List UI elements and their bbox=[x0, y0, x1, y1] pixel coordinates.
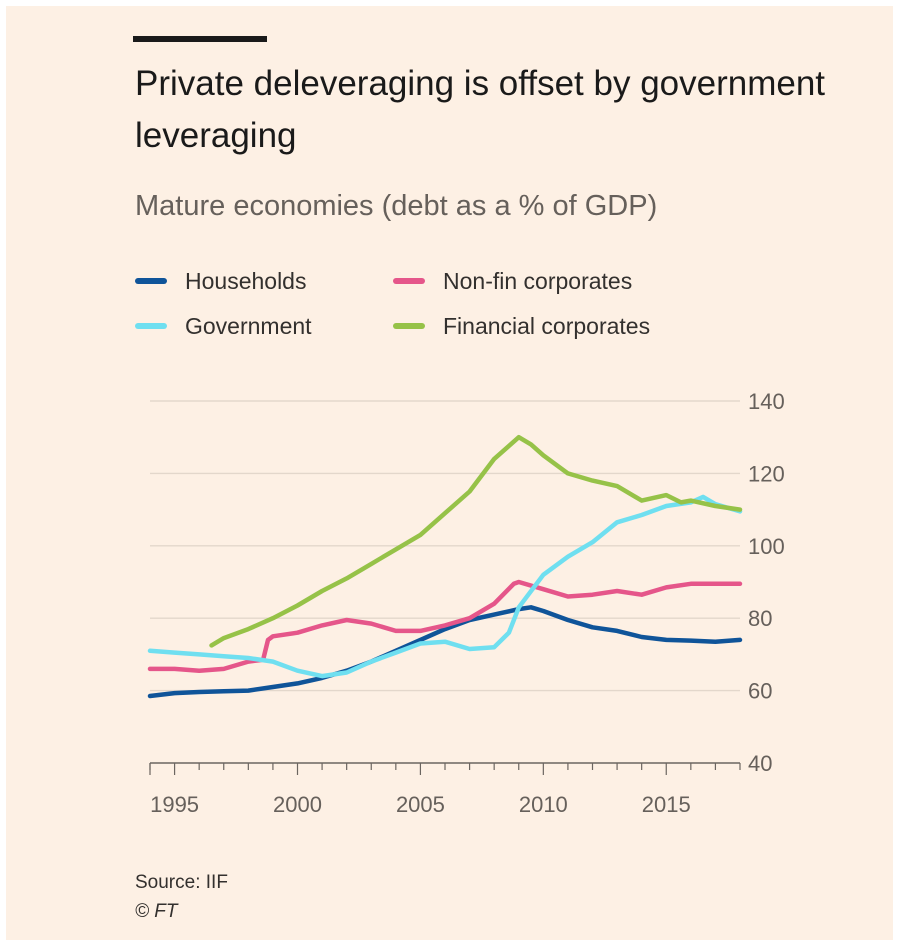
legend-swatch-financial-corporates bbox=[393, 323, 425, 329]
legend-swatch-households bbox=[135, 278, 167, 284]
y-tick-label-40: 40 bbox=[748, 751, 772, 776]
x-tick-label-2010: 2010 bbox=[519, 792, 568, 817]
x-tick-label-2015: 2015 bbox=[642, 792, 691, 817]
legend-item-households: Households bbox=[135, 266, 306, 296]
y-tick-label-140: 140 bbox=[748, 389, 785, 414]
title-rule bbox=[133, 36, 267, 42]
chart-subtitle: Mature economies (debt as a % of GDP) bbox=[135, 190, 658, 222]
series-line-financial-corporates bbox=[209, 434, 743, 648]
y-tick-label-100: 100 bbox=[748, 534, 785, 559]
copyright-note: © FT bbox=[135, 901, 178, 922]
x-tick-label-2005: 2005 bbox=[396, 792, 445, 817]
legend-item-financial-corporates: Financial corporates bbox=[393, 311, 650, 341]
source-note: Source: IIF bbox=[135, 872, 228, 893]
legend-label-financial-corporates: Financial corporates bbox=[443, 312, 651, 339]
chart-title: Private deleveraging is offset by govern… bbox=[135, 64, 826, 155]
legend-swatch-non-fin-corporates bbox=[393, 278, 425, 284]
series-line-government bbox=[147, 494, 743, 679]
legend-item-non-fin-corporates: Non-fin corporates bbox=[393, 266, 632, 296]
legend-label-government: Government bbox=[185, 312, 312, 339]
y-tick-label-80: 80 bbox=[748, 606, 772, 631]
legend-swatch-government bbox=[135, 323, 167, 329]
y-tick-label-60: 60 bbox=[748, 679, 772, 704]
series-line-households bbox=[147, 605, 743, 699]
legend-label-non-fin-corporates: Non-fin corporates bbox=[443, 267, 633, 294]
x-tick-label-2000: 2000 bbox=[273, 792, 322, 817]
legend-item-government: Government bbox=[135, 311, 312, 341]
y-tick-label-120: 120 bbox=[748, 461, 785, 486]
legend-label-households: Households bbox=[185, 267, 307, 294]
x-tick-label-1995: 1995 bbox=[150, 792, 199, 817]
